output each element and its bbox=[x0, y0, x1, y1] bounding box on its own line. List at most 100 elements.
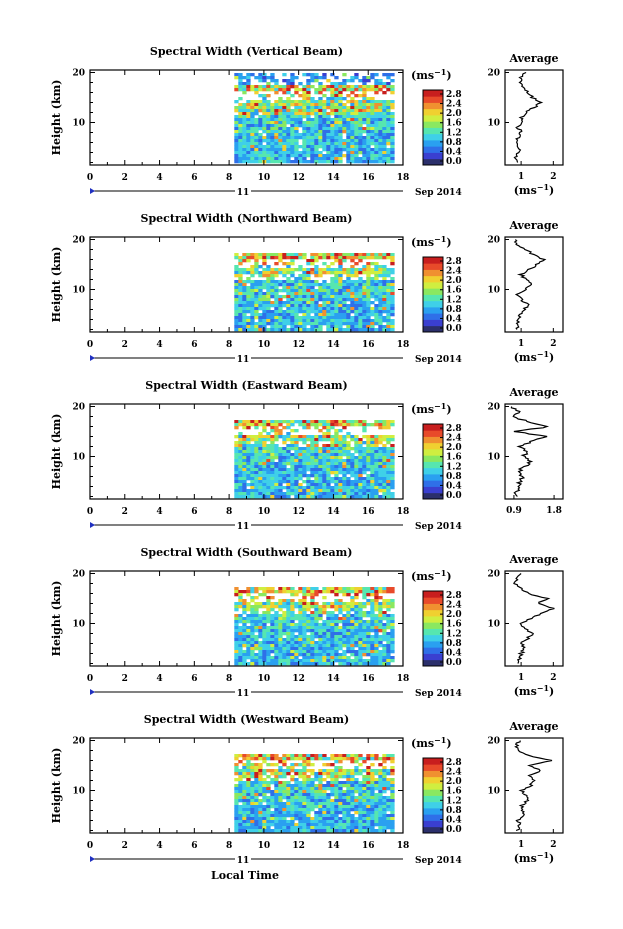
average-x-label-base: (ms bbox=[514, 685, 537, 698]
heatmap-cell bbox=[306, 602, 311, 606]
average-frame bbox=[504, 403, 564, 500]
heatmap-cell bbox=[242, 471, 247, 475]
heatmap-cell bbox=[326, 328, 331, 332]
heatmap-cell bbox=[378, 85, 383, 89]
heatmap-cell bbox=[286, 268, 291, 272]
heatmap-cell bbox=[246, 328, 251, 332]
heatmap-cell bbox=[262, 438, 267, 442]
heatmap-cell bbox=[298, 817, 303, 821]
heatmap-cell bbox=[326, 301, 331, 305]
heatmap-cell bbox=[354, 811, 359, 815]
heatmap-cell bbox=[258, 115, 263, 119]
heatmap-cell bbox=[334, 301, 339, 305]
heatmap-cell bbox=[350, 253, 355, 257]
heatmap-cell bbox=[294, 420, 299, 424]
heatmap-cell bbox=[350, 760, 355, 764]
heatmap-cell bbox=[278, 769, 283, 773]
heatmap-cell bbox=[270, 88, 275, 92]
heatmap-cell bbox=[270, 820, 275, 824]
heatmap-cell bbox=[334, 304, 339, 308]
heatmap-cell bbox=[314, 650, 319, 654]
heatmap-cell bbox=[266, 790, 271, 794]
heatmap-cell bbox=[238, 274, 243, 278]
heatmap-cell bbox=[254, 301, 259, 305]
y-tick-label: 10 bbox=[72, 453, 85, 463]
heatmap-cell bbox=[286, 283, 291, 287]
heatmap-cell bbox=[274, 626, 279, 630]
heatmap-cell bbox=[294, 590, 299, 594]
heatmap-cell bbox=[378, 462, 383, 466]
heatmap-cell bbox=[386, 127, 391, 131]
heatmap-cell bbox=[234, 492, 239, 496]
heatmap-cell bbox=[374, 268, 379, 272]
heatmap-cell bbox=[326, 271, 331, 275]
heatmap-cell bbox=[370, 599, 375, 603]
heatmap-cell bbox=[354, 465, 359, 469]
heatmap-cell bbox=[326, 492, 331, 496]
heatmap-cell bbox=[378, 605, 383, 609]
heatmap-cell bbox=[390, 647, 395, 651]
heatmap-cell bbox=[310, 662, 315, 666]
heatmap-cell bbox=[374, 799, 379, 803]
heatmap-cell bbox=[258, 477, 263, 481]
heatmap-cell bbox=[246, 271, 251, 275]
heatmap-cell bbox=[278, 462, 283, 466]
heatmap-cell bbox=[330, 307, 335, 311]
heatmap-cell bbox=[306, 283, 311, 287]
heatmap-cell bbox=[310, 590, 315, 594]
heatmap-cell bbox=[262, 420, 267, 424]
heatmap-cell bbox=[258, 641, 263, 645]
heatmap-cell bbox=[302, 151, 307, 155]
heatmap-cell bbox=[302, 772, 307, 776]
heatmap-cell bbox=[274, 781, 279, 785]
heatmap-cell bbox=[374, 79, 379, 83]
heatmap-cell bbox=[278, 772, 283, 776]
heatmap-cell bbox=[302, 808, 307, 812]
heatmap-cell bbox=[382, 109, 387, 113]
heatmap-cell bbox=[330, 754, 335, 758]
heatmap-cell bbox=[286, 802, 291, 806]
heatmap-cell bbox=[386, 814, 391, 818]
heatmap-cell bbox=[350, 301, 355, 305]
heatmap-cell bbox=[362, 462, 367, 466]
heatmap-cell bbox=[270, 656, 275, 660]
colorbar-frame bbox=[422, 423, 444, 500]
heatmap-cell bbox=[330, 620, 335, 624]
heatmap-cell bbox=[342, 781, 347, 785]
colorbar-tick-label: 0.4 bbox=[446, 648, 462, 658]
heatmap-cell bbox=[366, 820, 371, 824]
heatmap-cell bbox=[258, 328, 263, 332]
heatmap-cell bbox=[390, 796, 395, 800]
heatmap-cell bbox=[354, 456, 359, 460]
heatmap-cell bbox=[322, 423, 327, 427]
heatmap-cell bbox=[334, 145, 339, 149]
heatmap-cell bbox=[378, 805, 383, 809]
heatmap-cell bbox=[326, 79, 331, 83]
heatmap-cell bbox=[338, 292, 343, 296]
heatmap-cell bbox=[242, 283, 247, 287]
heatmap-cell bbox=[314, 757, 319, 761]
heatmap-cell bbox=[374, 593, 379, 597]
heatmap-cell bbox=[370, 151, 375, 155]
heatmap-cell bbox=[354, 441, 359, 445]
heatmap-cell bbox=[370, 638, 375, 642]
heatmap-cell bbox=[302, 271, 307, 275]
heatmap-cell bbox=[250, 145, 255, 149]
heatmap-cell bbox=[246, 656, 251, 660]
heatmap-cell bbox=[326, 265, 331, 269]
heatmap-cell bbox=[386, 160, 391, 164]
heatmap-cell bbox=[238, 772, 243, 776]
heatmap-cell bbox=[382, 802, 387, 806]
heatmap-cell bbox=[286, 796, 291, 800]
heatmap-cell bbox=[286, 489, 291, 493]
heatmap-cell bbox=[374, 316, 379, 320]
heatmap-cell bbox=[326, 100, 331, 104]
heatmap-cell bbox=[262, 784, 267, 788]
heatmap-cell bbox=[390, 644, 395, 648]
heatmap-cell bbox=[350, 124, 355, 128]
heatmap-cell bbox=[258, 450, 263, 454]
heatmap-cell bbox=[374, 100, 379, 104]
x-tick-label: 6 bbox=[191, 340, 197, 350]
heatmap-cell bbox=[318, 805, 323, 809]
heatmap-cell bbox=[282, 139, 287, 143]
